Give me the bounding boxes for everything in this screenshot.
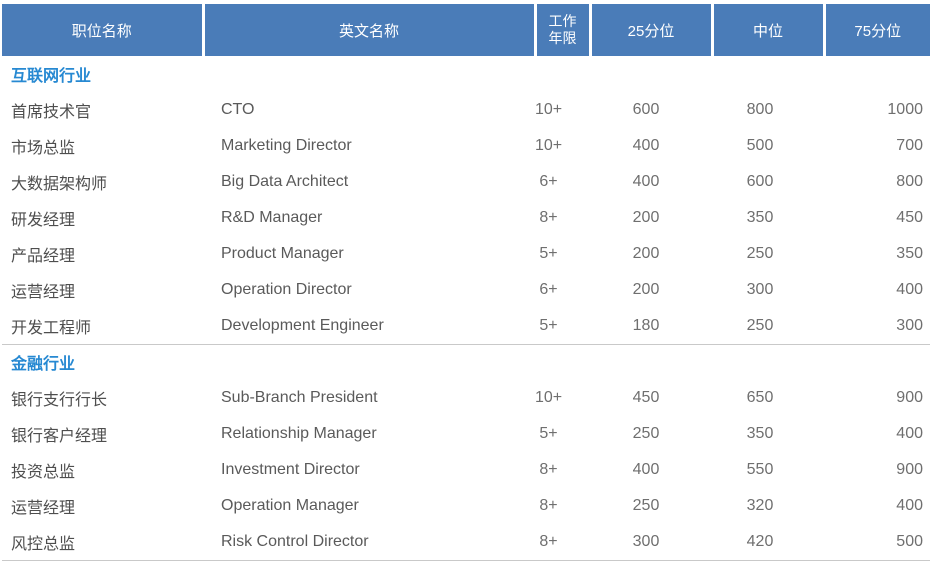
cell-p75: 400	[896, 425, 923, 442]
cell-position-cn: 大数据架构师	[11, 176, 108, 193]
cell-work-years: 10+	[535, 137, 563, 154]
cell-p25: 400	[632, 173, 660, 190]
cell-work-years: 8+	[539, 209, 558, 226]
cell-position-en: Operation Manager	[221, 497, 359, 514]
cell-p25: 300	[632, 532, 660, 550]
header-position-en: 英文名称	[201, 4, 535, 56]
cell-median: 250	[746, 316, 774, 334]
cell-position-en: Investment Director	[221, 461, 360, 478]
table-header: 职位名称 英文名称 工作年限 25分位 中位 75分位	[2, 4, 930, 56]
cell-position-cn: 市场总监	[11, 140, 76, 157]
cell-p25: 200	[632, 281, 660, 298]
cell-position-cn: 开发工程师	[11, 319, 92, 337]
cell-median: 420	[746, 532, 774, 550]
table-row: 风控总监 Risk Control Director 8+ 300 420 50…	[2, 524, 930, 560]
cell-p75: 1000	[887, 101, 923, 118]
cell-position-cn: 银行客户经理	[11, 428, 108, 445]
cell-work-years: 5+	[539, 245, 558, 262]
header-position-cn: 职位名称	[2, 4, 203, 56]
cell-p75: 800	[896, 173, 923, 190]
cell-position-en: Marketing Director	[221, 137, 352, 154]
cell-median: 800	[746, 101, 774, 118]
cell-p75: 900	[896, 461, 923, 478]
table-row: 市场总监 Marketing Director 10+ 400 500 700	[2, 128, 930, 164]
cell-work-years: 8+	[539, 497, 558, 514]
cell-position-en: Risk Control Director	[221, 532, 369, 550]
table-row: 大数据架构师 Big Data Architect 6+ 400 600 800	[2, 164, 930, 200]
header-median: 中位	[710, 4, 824, 56]
cell-median: 350	[746, 209, 774, 226]
cell-p75: 400	[896, 497, 923, 514]
table-row: 产品经理 Product Manager 5+ 200 250 350	[2, 236, 930, 272]
cell-p75: 350	[896, 245, 923, 262]
cell-median: 320	[746, 497, 774, 514]
cell-p25: 400	[632, 137, 660, 154]
table-row: 运营经理 Operation Manager 8+ 250 320 400	[2, 488, 930, 524]
cell-position-en: CTO	[221, 101, 255, 118]
cell-work-years: 10+	[535, 101, 563, 118]
cell-position-en: Big Data Architect	[221, 173, 349, 190]
cell-p25: 180	[632, 316, 660, 334]
cell-position-cn: 运营经理	[11, 500, 76, 517]
cell-position-cn: 投资总监	[11, 464, 76, 481]
cell-p25: 250	[632, 425, 660, 442]
cell-work-years: 6+	[539, 173, 558, 190]
cell-position-cn: 银行支行行长	[11, 392, 108, 409]
section-title-label: 金融行业	[2, 343, 930, 380]
header-work-years: 工作年限	[533, 4, 590, 56]
cell-position-en: Sub-Branch President	[221, 389, 378, 406]
cell-p75: 400	[896, 281, 923, 298]
cell-position-cn: 风控总监	[11, 535, 76, 553]
cell-position-en: R&D Manager	[221, 209, 323, 226]
cell-p25: 200	[632, 245, 660, 262]
cell-p25: 250	[632, 497, 660, 514]
cell-median: 300	[746, 281, 774, 298]
table-row: 首席技术官 CTO 10+ 600 800 1000	[2, 92, 930, 128]
cell-position-cn: 首席技术官	[11, 104, 92, 121]
cell-p75: 450	[896, 209, 923, 226]
cell-p75: 300	[896, 316, 923, 334]
cell-p25: 200	[632, 209, 660, 226]
cell-position-cn: 产品经理	[11, 248, 76, 265]
cell-position-en: Development Engineer	[221, 316, 384, 334]
cell-p25: 600	[632, 101, 660, 118]
cell-position-en: Product Manager	[221, 245, 344, 262]
cell-work-years: 8+	[539, 461, 558, 478]
cell-median: 600	[746, 173, 774, 190]
table-row: 投资总监 Investment Director 8+ 400 550 900	[2, 452, 930, 488]
section-title-label: 互联网行业	[11, 68, 92, 85]
header-percentile-25: 25分位	[588, 4, 712, 56]
cell-median: 350	[746, 425, 774, 442]
cell-work-years: 5+	[539, 316, 558, 334]
cell-work-years: 10+	[535, 389, 563, 406]
cell-median: 650	[746, 389, 774, 406]
header-percentile-75: 75分位	[822, 4, 930, 56]
cell-p75: 500	[896, 532, 923, 550]
cell-work-years: 5+	[539, 425, 558, 442]
cell-p75: 700	[896, 137, 923, 154]
cell-p25: 450	[632, 389, 660, 406]
cell-median: 250	[746, 245, 774, 262]
table-row: 研发经理 R&D Manager 8+ 200 350 450	[2, 200, 930, 236]
cell-median: 500	[746, 137, 774, 154]
cell-position-en: Relationship Manager	[221, 425, 377, 442]
cell-position-en: Operation Director	[221, 281, 352, 298]
section-title-internet: 互联网行业	[2, 56, 930, 92]
salary-table: 职位名称 英文名称 工作年限 25分位 中位 75分位 互联网行业 首席技术官 …	[2, 4, 930, 561]
header-row: 职位名称 英文名称 工作年限 25分位 中位 75分位	[2, 4, 930, 56]
cell-position-cn: 研发经理	[11, 212, 76, 229]
table-row: 运营经理 Operation Director 6+ 200 300 400	[2, 272, 930, 308]
cell-p75: 900	[896, 389, 923, 406]
cell-work-years: 6+	[539, 281, 558, 298]
cell-median: 550	[746, 461, 774, 478]
table-body: 互联网行业 首席技术官 CTO 10+ 600 800 1000 市场总监 Ma…	[2, 56, 930, 560]
table-row: 银行支行行长 Sub-Branch President 10+ 450 650 …	[2, 380, 930, 416]
table-row: 开发工程师 Development Engineer 5+ 180 250 30…	[2, 308, 930, 344]
cell-work-years: 8+	[539, 532, 558, 550]
cell-position-cn: 运营经理	[11, 284, 76, 301]
section-title-finance: 金融行业	[2, 343, 930, 380]
table-row: 银行客户经理 Relationship Manager 5+ 250 350 4…	[2, 416, 930, 452]
cell-p25: 400	[632, 461, 660, 478]
